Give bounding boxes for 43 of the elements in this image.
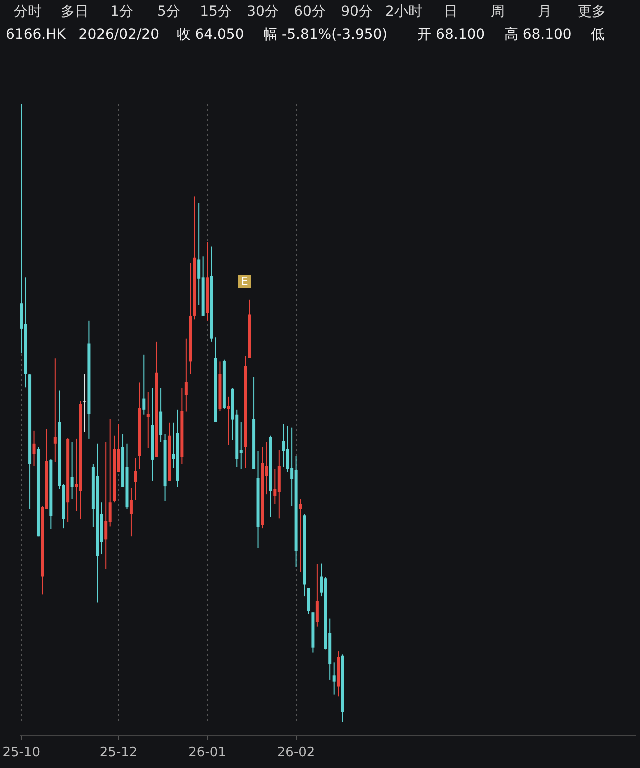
candlestick <box>130 488 133 538</box>
text: 低 <box>591 27 606 43</box>
candlestick <box>70 442 74 500</box>
text: 开 68.100 <box>418 27 486 43</box>
candlestick <box>332 662 336 696</box>
text: 周 <box>491 4 505 20</box>
text: 15分 <box>200 4 232 20</box>
text: 月 <box>538 4 552 20</box>
text: 收 64.050 <box>176 27 244 43</box>
text: 幅 -5.81%(-3.950) <box>264 27 388 43</box>
chart-title: 6166.HK <box>6 27 67 43</box>
text: 多日 <box>61 4 89 20</box>
text: 60分 <box>294 4 326 20</box>
candlestick <box>299 499 302 573</box>
candlestick <box>54 358 57 463</box>
candlestick <box>227 396 230 446</box>
chart-subtitle: 2026/02/20 <box>78 27 160 43</box>
text: 30分 <box>247 4 279 20</box>
candlestick <box>274 468 277 505</box>
candlestick <box>160 388 163 443</box>
candlestick <box>282 424 286 468</box>
text: 5分 <box>158 4 180 20</box>
candlestick <box>146 391 150 449</box>
x-tick-label: 26-02 <box>277 746 316 760</box>
candlestick <box>83 374 86 433</box>
text: 1分 <box>110 4 134 20</box>
annotation: E <box>241 274 248 288</box>
candlestick <box>184 338 188 412</box>
x-tick-label: 25-12 <box>100 746 138 760</box>
text: 分时 <box>14 4 42 20</box>
candlestick <box>134 458 138 501</box>
candlestick <box>142 354 146 416</box>
text: 日 <box>444 4 458 20</box>
text: 2小时 <box>386 4 422 20</box>
x-tick-label: 26-01 <box>188 746 226 760</box>
x-tick-label: 25-10 <box>2 746 40 760</box>
candlestick <box>307 588 310 615</box>
candlestick <box>32 430 36 467</box>
text: 高 68.100 <box>504 27 572 43</box>
text: 90分 <box>341 4 373 20</box>
text: 更多 <box>578 4 606 20</box>
candlestick <box>104 442 108 570</box>
candlestick <box>316 564 319 628</box>
